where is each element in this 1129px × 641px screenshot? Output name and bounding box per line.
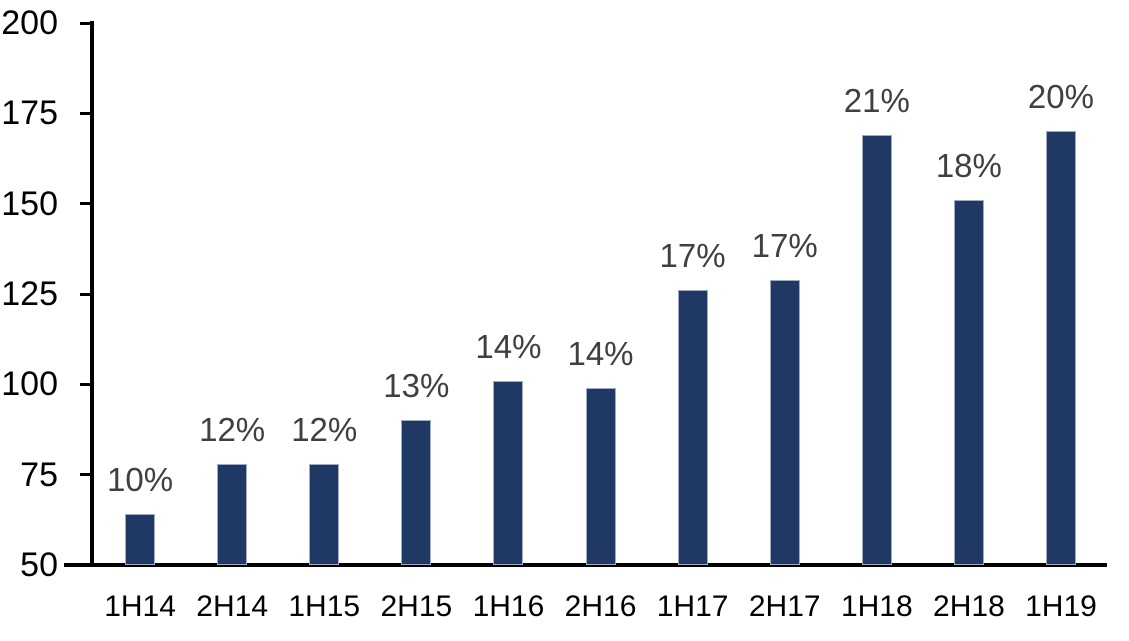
x-axis-tick-labels: 1H14 2H14 1H15 2H15 1H16 2H16 1H17 2H17 1H18 2H18… (94, 592, 1107, 622)
bar (769, 279, 800, 565)
x-tick-label: 1H18 (840, 590, 913, 623)
y-tick-mark (80, 292, 91, 296)
bar (1045, 131, 1076, 565)
x-tick-label: 2H16 (564, 590, 637, 623)
plot-area: 10% 12% 12% 13% 14% 14% 17% 17% 21% 18% 20% (94, 23, 1107, 565)
y-tick-mark (80, 202, 91, 206)
x-tick-label: 1H19 (1025, 590, 1097, 623)
bar (309, 463, 340, 565)
y-axis-line (90, 21, 94, 567)
bar-value-label: 18% (935, 147, 1002, 185)
y-tick-mark (80, 563, 91, 567)
bar-value-label: 21% (843, 82, 910, 120)
y-tick-mark (80, 473, 91, 477)
x-tick-label: 2H18 (933, 590, 1005, 623)
x-tick-label: 2H17 (748, 590, 821, 623)
bar-value-label: 14% (475, 327, 542, 365)
bar (861, 135, 892, 565)
bar-value-label: 12% (199, 410, 266, 448)
y-tick-label: 75 (20, 455, 58, 494)
bar-value-label: 12% (291, 410, 358, 448)
bar-value-label: 14% (567, 334, 634, 372)
x-tick-label: 1H14 (104, 590, 176, 623)
bar (401, 420, 432, 565)
bar (125, 514, 156, 565)
y-tick-label: 125 (1, 275, 58, 313)
x-tick-label: 2H14 (196, 590, 268, 623)
y-axis-tick-labels: 50 75 100 125 150 175 200 (0, 6, 58, 582)
x-axis-line (64, 563, 1107, 567)
y-tick-label: 50 (20, 546, 58, 584)
x-tick-label: 1H17 (656, 590, 729, 623)
y-tick-mark (80, 111, 91, 115)
x-tick-label: 2H15 (380, 590, 453, 623)
bar (953, 200, 984, 565)
y-tick-mark (80, 21, 91, 25)
bar (217, 463, 248, 565)
x-tick-label: 1H16 (472, 590, 545, 623)
y-tick-label: 200 (1, 4, 58, 42)
bar-value-label: 20% (1027, 78, 1094, 116)
y-tick-label: 175 (1, 94, 58, 133)
bar (493, 380, 524, 565)
bar-value-label: 17% (751, 226, 818, 264)
y-tick-label: 150 (1, 184, 58, 223)
bar-value-label: 13% (383, 367, 450, 405)
bar (677, 290, 708, 565)
y-tick-label: 100 (1, 365, 58, 404)
bar-value-label: 10% (107, 461, 174, 499)
bar (585, 387, 616, 565)
x-tick-label: 1H15 (288, 590, 361, 623)
y-tick-mark (80, 382, 91, 386)
bar-value-label: 17% (659, 237, 726, 275)
